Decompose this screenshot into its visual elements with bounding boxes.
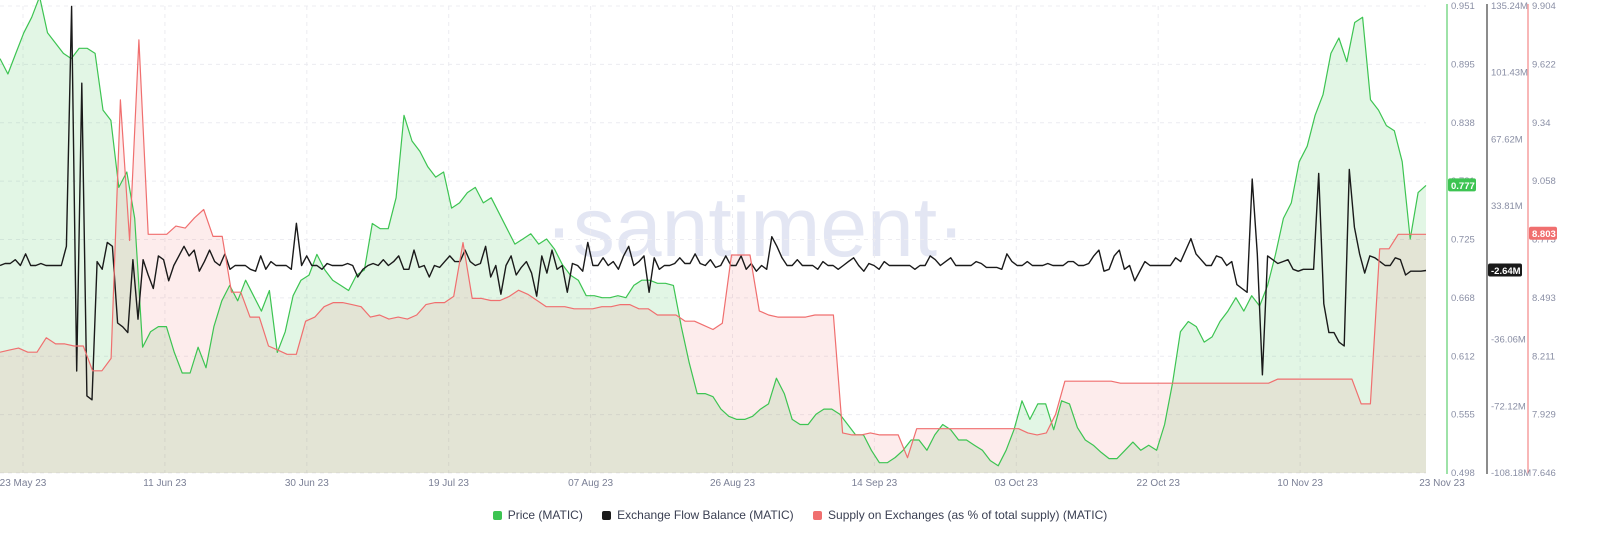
flow-axis-tick-label: 67.62M <box>1491 134 1523 145</box>
series-area-price <box>0 0 1426 473</box>
flow-axis-tick-label: -72.12M <box>1491 401 1526 412</box>
series-line-flow <box>0 5 1427 401</box>
price-axis-tick-label: 0.895 <box>1451 59 1475 70</box>
x-tick-label: 23 Nov 23 <box>1419 478 1465 489</box>
x-tick-label: 07 Aug 23 <box>568 478 613 489</box>
legend-label-supply: Supply on Exchanges (as % of total suppl… <box>828 508 1108 522</box>
price-axis-tick-label: 0.498 <box>1451 468 1475 479</box>
supply-axis-tick-label: 7.929 <box>1532 410 1556 421</box>
price-axis-tick-label: 0.612 <box>1451 351 1475 362</box>
legend-item-price[interactable]: Price (MATIC) <box>492 508 583 522</box>
supply-current-badge <box>1529 226 1557 240</box>
current-value-badges: 0.777 -2.64M 8.803 <box>1448 178 1557 277</box>
series-area-supply <box>0 39 1426 474</box>
flow-axis-tick-label: 33.81M <box>1491 201 1523 212</box>
x-tick-label: 22 Oct 23 <box>1137 478 1181 489</box>
series-line-supply <box>0 39 1426 459</box>
x-tick-label: 30 Jun 23 <box>285 478 329 489</box>
flow-axis-tick-label: 135.24M <box>1491 1 1528 12</box>
legend-label-price: Price (MATIC) <box>507 508 583 522</box>
supply-axis-tick-label: 7.646 <box>1532 468 1556 479</box>
legend-swatch-supply <box>813 511 823 520</box>
legend-label-flow: Exchange Flow Balance (MATIC) <box>617 508 794 522</box>
series-areas <box>0 0 1426 474</box>
price-current-label: 0.777 <box>1451 181 1475 192</box>
series-lines <box>0 0 1427 467</box>
tick-labels: 23 May 23 11 Jun 23 30 Jun 23 19 Jul 23 07 A… <box>0 1 1556 489</box>
supply-current-label: 8.803 <box>1532 229 1556 240</box>
x-tick-label: 10 Nov 23 <box>1277 478 1323 489</box>
supply-axis-tick-label: 9.058 <box>1532 176 1556 187</box>
supply-axis-tick-label: 8.493 <box>1532 293 1556 304</box>
legend-swatch-price <box>492 511 502 520</box>
supply-axis-tick-label: 9.904 <box>1532 1 1556 12</box>
price-axis-tick-label: 0.838 <box>1451 118 1475 129</box>
price-axis-tick-label: 0.951 <box>1451 1 1475 12</box>
x-tick-label: 14 Sep 23 <box>852 478 898 489</box>
flow-axis-tick-label: -36.06M <box>1491 335 1526 346</box>
supply-axis-tick-label: 9.34 <box>1532 118 1551 129</box>
price-current-badge <box>1448 178 1476 192</box>
chart-svg: ·santiment· 23 May 23 11 Jun 23 30 Jun 23 1… <box>0 0 1557 489</box>
axes <box>1446 4 1529 474</box>
x-tick-label: 19 Jul 23 <box>428 478 469 489</box>
supply-axis-tick-label: 8.211 <box>1532 351 1555 362</box>
flow-axis-tick-label: -108.18M <box>1491 468 1531 479</box>
x-tick-label: 26 Aug 23 <box>710 478 755 489</box>
series-line-price <box>0 0 1427 467</box>
price-axis-tick-label: 0.668 <box>1451 293 1475 304</box>
supply-axis-tick-label: 8.775 <box>1532 235 1556 246</box>
x-tick-label: 11 Jun 23 <box>143 478 187 489</box>
supply-axis-tick-label: 9.622 <box>1532 59 1556 70</box>
grid-lines <box>0 5 1426 474</box>
legend-swatch-flow <box>602 511 612 520</box>
flow-axis-tick-label: 101.43M <box>1491 68 1528 79</box>
watermark: ·santiment· <box>545 180 965 274</box>
flow-current-label: -2.64M <box>1491 266 1521 277</box>
legend-item-supply[interactable]: Supply on Exchanges (as % of total suppl… <box>813 508 1107 522</box>
legend-item-flow[interactable]: Exchange Flow Balance (MATIC) <box>602 508 794 522</box>
flow-current-badge <box>1488 263 1522 277</box>
x-tick-label: 23 May 23 <box>0 478 47 489</box>
price-axis-tick-label: 0.555 <box>1451 410 1475 421</box>
price-axis-tick-label: 0.725 <box>1451 235 1475 246</box>
chart-legend: Price (MATIC) Exchange Flow Balance (MAT… <box>0 508 1600 522</box>
x-tick-label: 03 Oct 23 <box>995 478 1039 489</box>
